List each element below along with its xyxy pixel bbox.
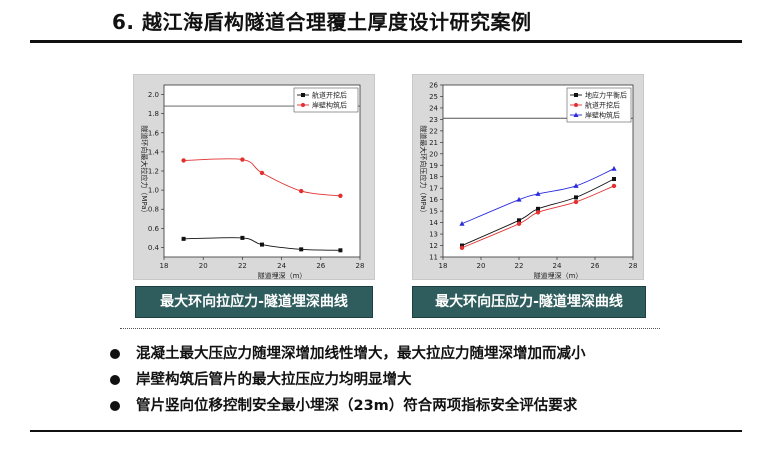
right-chart: 18 20 22 24 26 28 11 12 13 14 15 16 17 18 19 20 21 22 23 24… xyxy=(413,75,643,279)
x-tick-label: 22 xyxy=(238,262,247,270)
legend-label: 地应力平衡后 xyxy=(585,91,627,100)
legend-label: 航道开挖后 xyxy=(585,101,620,110)
legend-marker xyxy=(574,93,578,97)
left-chart: 18 20 22 24 26 28 0.4 0.6 0.8 1.0 1.2 1.4 1.6 1.8 2.0 隧… xyxy=(134,75,374,279)
data-point-circle xyxy=(299,188,304,194)
dotted-divider xyxy=(120,328,660,329)
y-tick-label: 1.0 xyxy=(148,187,159,195)
bullet-text: 岸壁构筑后管片的最大拉压应力均明显增大 xyxy=(136,372,412,388)
x-axis-label: 隧道埋深（m） xyxy=(534,271,583,279)
data-point-square xyxy=(612,177,616,182)
data-point-square xyxy=(338,248,343,253)
x-axis-label: 隧道埋深（m） xyxy=(258,271,307,279)
y-tick-label: 22 xyxy=(429,127,438,135)
y-tick-label: 24 xyxy=(429,104,438,112)
x-tick-label: 22 xyxy=(515,262,524,270)
legend-label: 航道开挖后 xyxy=(312,91,347,100)
x-tick-label: 28 xyxy=(629,262,638,270)
data-point-square xyxy=(240,235,245,240)
title-underline xyxy=(30,40,742,43)
y-tick-label: 21 xyxy=(429,139,438,147)
data-point-circle xyxy=(516,221,522,226)
data-point-square xyxy=(299,247,304,252)
data-point-triangle xyxy=(573,183,579,188)
bullet-dot-icon xyxy=(110,401,120,411)
data-point-circle xyxy=(535,210,541,215)
bullet-dot-icon xyxy=(110,375,120,385)
x-tick-label: 24 xyxy=(277,262,286,270)
data-point-circle xyxy=(181,158,186,163)
y-axis-label: 隧道环向最大拉应力（MPa） xyxy=(140,125,149,216)
data-point-square xyxy=(460,243,464,248)
bullet-item: 管片竖向位移控制安全最小埋深（23m）符合两项指标安全评估要求 xyxy=(110,394,586,420)
y-tick-label: 12 xyxy=(429,242,438,250)
y-tick-label: 0.8 xyxy=(148,206,159,214)
y-tick-label: 18 xyxy=(429,173,438,181)
data-point-triangle xyxy=(459,220,465,226)
data-point-triangle xyxy=(516,196,522,202)
x-tick-label: 28 xyxy=(356,262,365,270)
y-tick-label: 19 xyxy=(429,162,438,170)
legend-marker xyxy=(573,112,579,117)
bottom-rule xyxy=(30,430,742,432)
legend-label: 岸壁构筑后 xyxy=(312,101,347,110)
y-tick-label: 1.8 xyxy=(148,110,159,118)
legend-marker xyxy=(301,103,305,107)
y-tick-label: 25 xyxy=(429,93,438,101)
bullet-text: 管片竖向位移控制安全最小埋深（23m）符合两项指标安全评估要求 xyxy=(136,398,578,414)
legend-box xyxy=(293,87,359,113)
bullet-list: 混凝土最大压应力随埋深增加线性增大，最大拉应力随埋深增加而减小 岸壁构筑后管片的… xyxy=(110,342,586,420)
x-tick-label: 24 xyxy=(553,262,562,270)
left-chart-panel: 18 20 22 24 26 28 0.4 0.6 0.8 1.0 1.2 1.4 1.6 1.8 2.0 隧… xyxy=(133,74,375,280)
data-point-circle xyxy=(459,245,465,251)
data-point-triangle xyxy=(611,165,617,171)
data-point-circle xyxy=(338,193,343,199)
data-point-circle xyxy=(259,170,265,176)
x-tick-label: 18 xyxy=(160,262,169,270)
y-tick-label: 26 xyxy=(429,82,438,90)
y-tick-label: 2.0 xyxy=(148,91,159,99)
right-chart-panel: 18 20 22 24 26 28 11 12 13 14 15 16 17 18 19 20 21 22 23 24… xyxy=(412,74,644,280)
y-tick-label: 11 xyxy=(429,254,438,262)
y-tick-label: 20 xyxy=(429,150,438,158)
legend-marker xyxy=(301,93,305,97)
y-tick-label: 15 xyxy=(429,208,438,216)
right-chart-caption: 最大环向压应力-隧道埋深曲线 xyxy=(412,286,646,318)
bullet-dot-icon xyxy=(110,349,120,359)
bullet-text: 混凝土最大压应力随埋深增加线性增大，最大拉应力随埋深增加而减小 xyxy=(136,346,586,362)
y-tick-label: 0.6 xyxy=(148,225,160,233)
page-title: 6. 越江海盾构隧道合理覆土厚度设计研究案例 xyxy=(112,10,532,34)
bullet-item: 混凝土最大压应力随埋深增加线性增大，最大拉应力随埋深增加而减小 xyxy=(110,342,586,368)
data-point-square xyxy=(536,206,540,211)
legend-marker xyxy=(574,103,578,107)
data-point-circle xyxy=(240,157,245,162)
data-point-square xyxy=(181,236,186,241)
y-tick-label: 1.6 xyxy=(148,129,160,137)
y-tick-label: 14 xyxy=(429,219,438,227)
y-tick-label: 16 xyxy=(429,196,438,204)
y-tick-label: 1.2 xyxy=(148,168,159,176)
y-tick-label: 23 xyxy=(429,116,438,124)
x-tick-label: 20 xyxy=(477,262,486,270)
legend-label: 岸壁构筑后 xyxy=(585,111,620,120)
y-tick-label: 17 xyxy=(429,185,438,193)
y-axis-label: 隧道最大环向压应力（MPa） xyxy=(419,125,428,216)
y-tick-label: 0.4 xyxy=(148,244,160,252)
x-tick-label: 18 xyxy=(439,262,448,270)
x-tick-label: 26 xyxy=(591,262,600,270)
x-tick-label: 20 xyxy=(199,262,208,270)
data-point-circle xyxy=(573,199,579,205)
left-chart-caption: 最大环向拉应力-隧道埋深曲线 xyxy=(135,286,373,318)
data-point-square xyxy=(574,195,578,200)
x-tick-label: 26 xyxy=(316,262,325,270)
data-point-square xyxy=(517,218,521,223)
bullet-item: 岸壁构筑后管片的最大拉压应力均明显增大 xyxy=(110,368,586,394)
data-point-triangle xyxy=(535,191,541,196)
data-point-square xyxy=(260,242,264,247)
y-tick-label: 1.4 xyxy=(148,148,160,156)
y-tick-label: 13 xyxy=(429,231,438,239)
data-point-circle xyxy=(611,183,617,189)
